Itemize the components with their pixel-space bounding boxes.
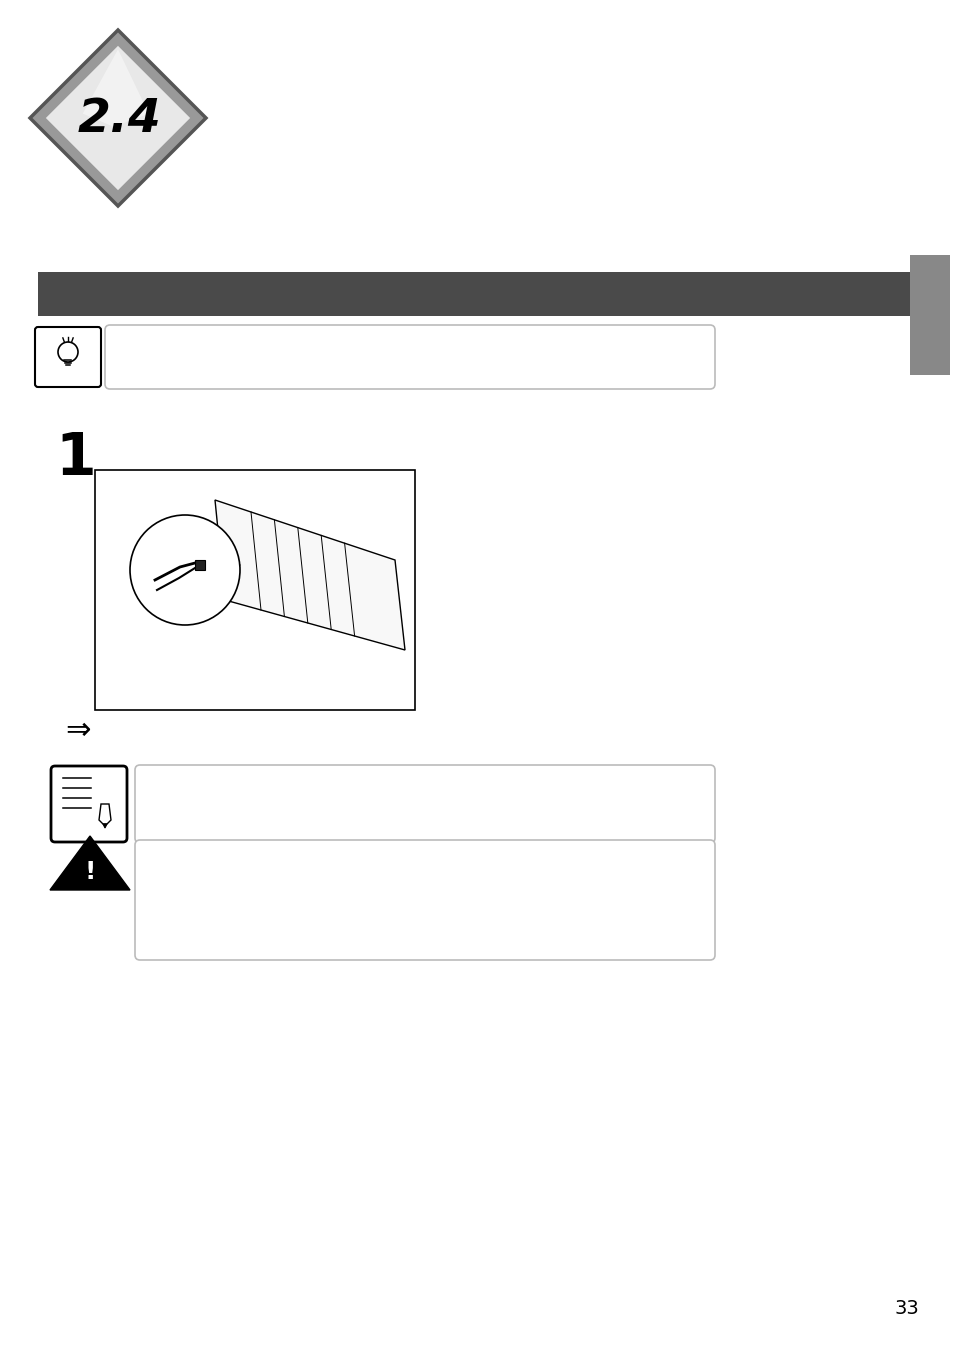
FancyBboxPatch shape [38,272,917,315]
Polygon shape [83,50,149,127]
Circle shape [130,515,240,625]
Polygon shape [46,46,190,190]
FancyBboxPatch shape [35,328,101,387]
FancyBboxPatch shape [909,255,949,375]
FancyBboxPatch shape [95,470,415,710]
FancyBboxPatch shape [135,840,714,960]
Polygon shape [99,803,111,824]
Text: !: ! [84,860,95,884]
Text: 2.4: 2.4 [78,97,162,143]
Polygon shape [50,836,130,890]
Text: 33: 33 [893,1299,918,1318]
Polygon shape [214,500,405,650]
Polygon shape [103,824,107,828]
FancyBboxPatch shape [51,766,127,842]
Polygon shape [194,559,205,570]
Polygon shape [30,30,206,206]
Text: 1: 1 [55,430,95,487]
Text: ⇒: ⇒ [65,716,91,744]
Circle shape [58,342,78,363]
FancyBboxPatch shape [135,766,714,842]
FancyBboxPatch shape [105,325,714,390]
